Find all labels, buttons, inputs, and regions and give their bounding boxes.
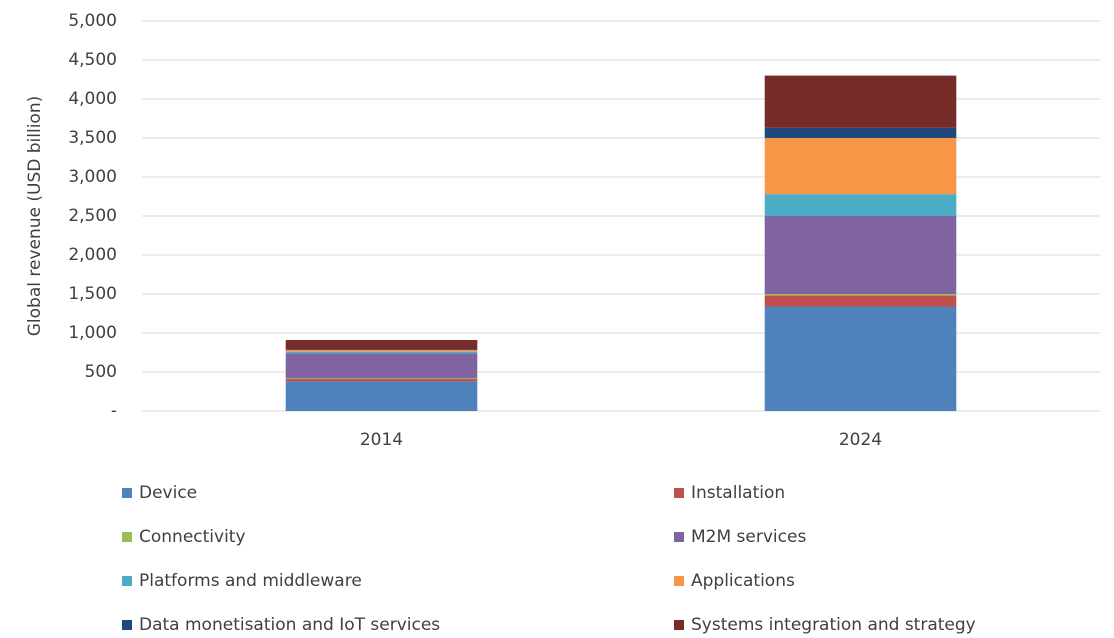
y-tick-label: 2,000 — [68, 245, 117, 265]
x-tick-label: 2014 — [360, 430, 403, 450]
legend-label: Applications — [691, 571, 795, 591]
bar-segment — [764, 306, 957, 411]
legend-label: Data monetisation and IoT services — [139, 615, 440, 635]
legend-swatch — [674, 532, 684, 542]
legend-label: Installation — [691, 483, 785, 503]
y-tick-label: 4,000 — [68, 89, 117, 109]
y-axis-title: Global revenue (USD billion) — [25, 96, 45, 337]
x-tick-label: 2024 — [839, 430, 882, 450]
bar-segment — [764, 194, 957, 216]
legend-swatch — [122, 576, 132, 586]
y-tick-label: 4,500 — [68, 50, 117, 70]
bar-segment — [285, 340, 478, 350]
bar-segment — [285, 350, 478, 352]
bar-segment — [764, 216, 957, 294]
bar-segment — [764, 127, 957, 138]
bar-segment — [285, 381, 478, 411]
legend-swatch — [674, 488, 684, 498]
legend-swatch — [674, 620, 684, 630]
y-tick-label: 5,000 — [68, 11, 117, 31]
bar-segment — [285, 351, 478, 354]
bar-segment — [285, 349, 478, 351]
y-tick-label: 3,500 — [68, 128, 117, 148]
y-tick-label: 3,000 — [68, 167, 117, 187]
legend-label: Connectivity — [139, 527, 246, 547]
legend-swatch — [122, 532, 132, 542]
bar-segment — [764, 138, 957, 195]
y-tick-label: 500 — [85, 362, 117, 382]
bar-segment — [285, 379, 478, 382]
legend-swatch — [122, 488, 132, 498]
bar-segment — [764, 75, 957, 128]
legend-label: Systems integration and strategy — [691, 615, 976, 635]
legend-label: M2M services — [691, 527, 806, 547]
legend-swatch — [122, 620, 132, 630]
bar-segment — [285, 378, 478, 380]
bar-segment — [764, 295, 957, 307]
y-tick-label: 1,500 — [68, 284, 117, 304]
y-tick-label: - — [111, 401, 117, 421]
legend-swatch — [674, 576, 684, 586]
legend-label: Device — [139, 483, 197, 503]
legend-label: Platforms and middleware — [139, 571, 362, 591]
y-tick-label: 1,000 — [68, 323, 117, 343]
bar-segment — [285, 353, 478, 379]
y-tick-label: 2,500 — [68, 206, 117, 226]
bar-segment — [764, 294, 957, 296]
